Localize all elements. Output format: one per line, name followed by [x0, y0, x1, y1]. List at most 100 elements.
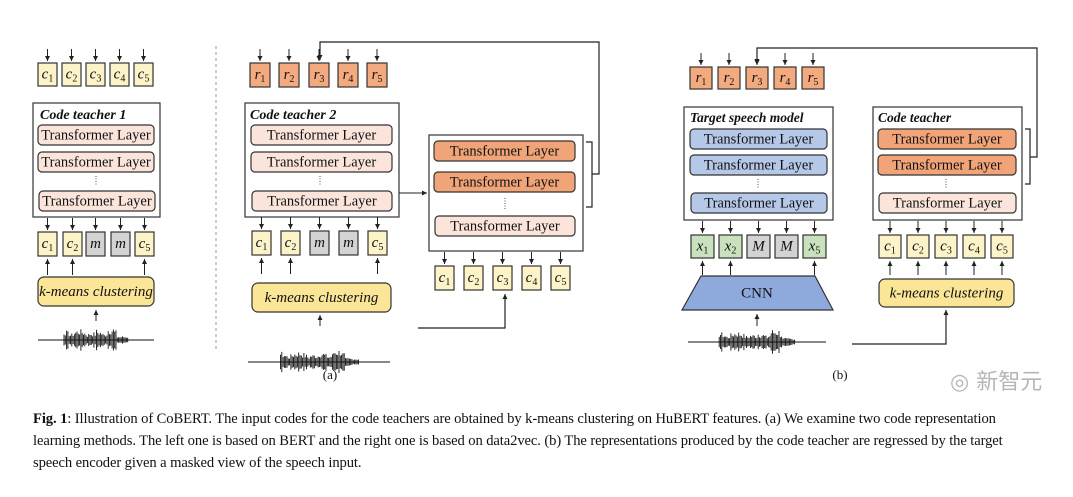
teacher2-layer-1 [250, 124, 393, 146]
teacher1-kmeans [37, 276, 155, 307]
code-teacher-layer-1 [877, 128, 1017, 150]
code-teacher-1-title: Code teacher 1 [40, 108, 126, 123]
ema-layer-n [434, 215, 576, 237]
student-input-2-label: x2 [724, 239, 737, 257]
teacher1-output-2-label: c2 [66, 67, 78, 85]
top-layers-bracket [586, 141, 593, 208]
watermark-logo: ◎ 新智元 [950, 370, 1043, 395]
code-teacher-layer-2-label: Transformer Layer [892, 157, 1002, 173]
student-output-5-box [801, 66, 825, 90]
figure-caption: Fig. 1: Illustration of CoBERT. The inpu… [33, 408, 1043, 474]
code-teacher-input-3-box [934, 234, 958, 259]
teacher1-output-4-label: c4 [114, 67, 126, 85]
ema-input-1-box [434, 265, 455, 291]
teacher2-input-5-box [367, 230, 388, 256]
teacher2-output-2-box [278, 62, 300, 88]
ema-input-3-box [492, 265, 513, 291]
code-teacher-input-5-box [990, 234, 1014, 259]
student-input-1-label: x1 [696, 239, 709, 257]
teacher-top-layers-bracket [1025, 128, 1031, 185]
teacher2-input-2-label: c2 [285, 235, 297, 253]
teacher2-input-3-label: m [314, 235, 325, 251]
student-input-2-box [718, 234, 743, 259]
student-output-1-box [689, 66, 713, 90]
speech-waveform-b [688, 330, 826, 354]
code-teacher-input-4-label: c4 [968, 239, 980, 257]
student-input-5-box [802, 234, 827, 259]
cobert-figure: c1 c2 c3 c4 c5 Code teacher 1 Transformer Laye… [32, 41, 1038, 382]
teacher1-layer-1 [37, 124, 155, 146]
teacher2-input-5-label: c5 [372, 235, 384, 253]
student-layer-1-label: Transformer Layer [704, 131, 814, 147]
caption-label: Fig. 1 [33, 411, 68, 427]
ema-input-2-box [463, 265, 484, 291]
student-output-3-label: r3 [752, 70, 763, 88]
teacher1-output-2-box [61, 62, 82, 87]
student-output-2-label: r2 [724, 70, 735, 88]
teacher2-input-1-label: c1 [256, 235, 268, 253]
teacher2-input-4-box [338, 230, 359, 256]
teacher2-output-3-box [308, 62, 330, 88]
panel-a-label: (a) [323, 367, 337, 382]
code-teacher-layer-n [878, 192, 1017, 214]
student-input-4-label: M [779, 239, 794, 255]
student-input-3-box [746, 234, 771, 259]
student-output-1-label: r1 [696, 70, 707, 88]
teacher1-layer-2-label: Transformer Layer [41, 154, 151, 170]
teacher1-input-4-label: m [115, 236, 126, 252]
code-teacher-layer-1-label: Transformer Layer [892, 131, 1002, 147]
student-output-4-box [773, 66, 797, 90]
teacher1-input-1-label: c1 [42, 236, 54, 254]
teacher1-input-5-box [134, 231, 155, 257]
student-input-4-box [774, 234, 799, 259]
teacher2-output-4-label: r4 [343, 67, 354, 85]
wave-to-teacher-kmeans-arrow [852, 310, 949, 345]
teacher1-layer-1-label: Transformer Layer [41, 127, 151, 143]
watermark-text: 新智元 [976, 370, 1043, 395]
student-layer-n [690, 192, 828, 214]
kmeans-to-ema-arrow [418, 294, 508, 329]
student-output-2-box [717, 66, 741, 90]
teacher1-output-3-label: c3 [90, 67, 102, 85]
teacher2-kmeans-label: k-means clustering [265, 290, 379, 306]
teacher1-input-4-box [110, 231, 131, 257]
code-teacher-kmeans-label: k-means clustering [890, 285, 1004, 301]
ema-input-1-label: c1 [439, 270, 451, 288]
ema-layer-1 [433, 140, 576, 162]
panel-b-label: (b) [832, 367, 847, 382]
teacher2-kmeans [251, 282, 392, 313]
student-input-1-box [690, 234, 715, 259]
ema-layer-2-label: Transformer Layer [450, 174, 560, 190]
cnn-encoder [680, 275, 834, 311]
code-teacher-input-4-box [962, 234, 986, 259]
teacher2-input-1-box [251, 230, 272, 256]
teacher2-output-4-box [337, 62, 359, 88]
teacher1-layer-n [38, 190, 156, 212]
ema-input-3-label: c3 [497, 270, 509, 288]
teacher2-output-2-label: r2 [284, 67, 295, 85]
code-teacher-input-1-box [878, 234, 902, 259]
teacher2-layer-1-label: Transformer Layer [267, 127, 377, 143]
code-teacher-title: Code teacher [878, 110, 952, 125]
student-layer-2-label: Transformer Layer [704, 157, 814, 173]
regression-target-arrow [317, 41, 600, 175]
teacher2-output-1-label: r1 [255, 67, 266, 85]
teacher2-output-5-box [366, 62, 388, 88]
ema-input-5-label: c5 [555, 270, 567, 288]
code-teacher-input-2-label: c2 [912, 239, 924, 257]
teacher2-input-4-label: m [343, 235, 354, 251]
teacher1-output-4-box [109, 62, 130, 87]
code-teacher-layer-n-label: Transformer Layer [893, 195, 1003, 211]
ema-input-2-label: c2 [468, 270, 480, 288]
teacher1-kmeans-label: k-means clustering [39, 284, 153, 300]
teacher2-layer-n [251, 190, 393, 212]
teacher2-output-1-box [249, 62, 271, 88]
teacher1-input-1-box [37, 231, 58, 257]
teacher2-layer-2 [250, 151, 393, 173]
teacher2-input-2-box [280, 230, 301, 256]
code-teacher-input-3-label: c3 [940, 239, 952, 257]
ema-input-5-box [550, 265, 571, 291]
speech-waveform-a1 [38, 329, 154, 351]
ema-layer-1-label: Transformer Layer [450, 143, 560, 159]
teacher1-output-5-box [133, 62, 154, 87]
